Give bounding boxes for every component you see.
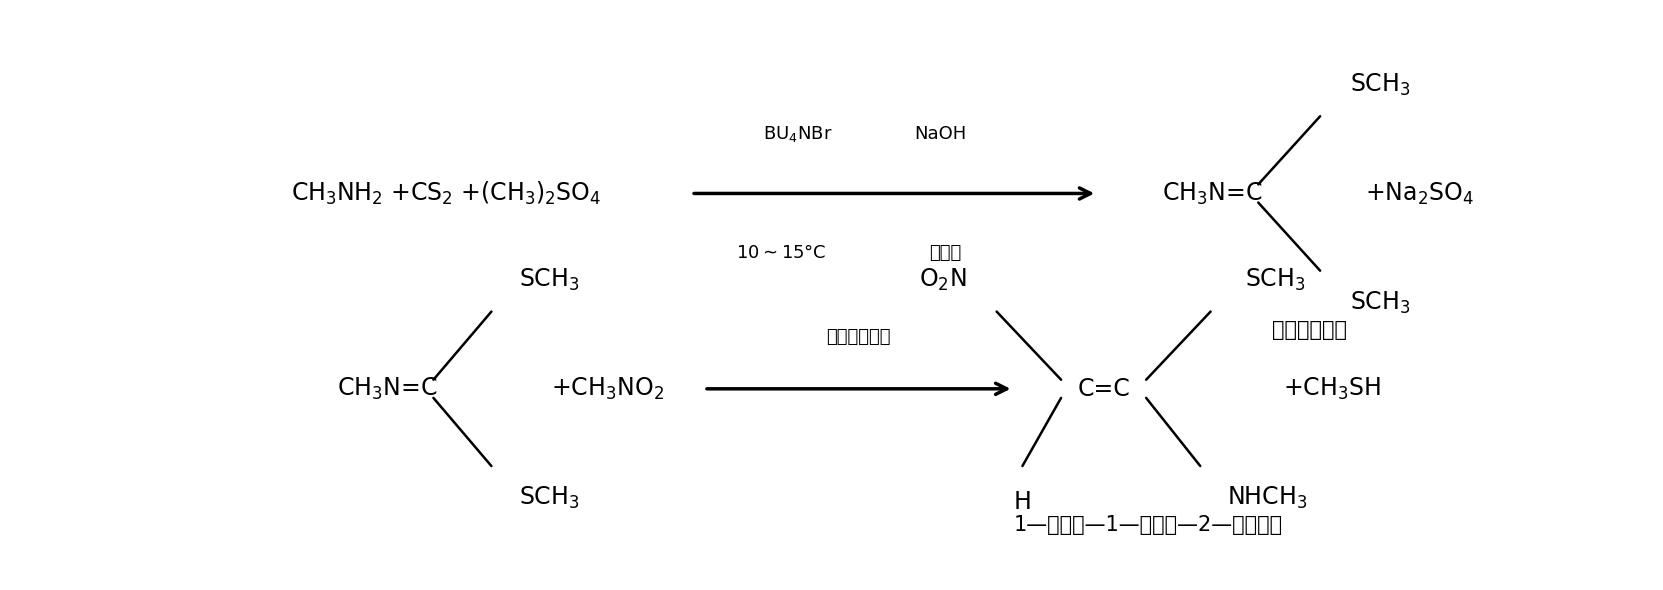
Text: 碳亚胺二硫醚: 碳亚胺二硫醚 [1272,320,1347,340]
Text: +Na$_2$SO$_4$: +Na$_2$SO$_4$ [1365,181,1473,206]
Text: SCH$_3$: SCH$_3$ [1244,267,1305,293]
Text: BU$_4$NBr: BU$_4$NBr [763,124,833,145]
Text: CH$_3$N=C: CH$_3$N=C [338,376,437,402]
Text: O$_2$N: O$_2$N [918,267,966,293]
Text: SCH$_3$: SCH$_3$ [519,485,580,511]
Text: CH$_3$NH$_2$ +CS$_2$ +(CH$_3$)$_2$SO$_4$: CH$_3$NH$_2$ +CS$_2$ +(CH$_3$)$_2$SO$_4$ [291,180,602,207]
Text: SCH$_3$: SCH$_3$ [1350,289,1410,316]
Text: +CH$_3$NO$_2$: +CH$_3$NO$_2$ [550,376,664,402]
Text: 水、苯: 水、苯 [930,244,961,261]
Text: 1—甲胺基—1—甲硫基—2—硝基乙烯: 1—甲胺基—1—甲硫基—2—硝基乙烯 [1014,515,1284,535]
Text: H: H [1013,490,1031,514]
Text: 10$\sim$15$\degree$C: 10$\sim$15$\degree$C [737,244,827,261]
Text: NHCH$_3$: NHCH$_3$ [1227,485,1307,511]
Text: SCH$_3$: SCH$_3$ [519,267,580,293]
Text: 稀土改性沸石: 稀土改性沸石 [827,327,891,346]
Text: NaOH: NaOH [913,126,966,143]
Text: CH$_3$N=C: CH$_3$N=C [1162,181,1262,206]
Text: SCH$_3$: SCH$_3$ [1350,71,1410,97]
Text: +CH$_3$SH: +CH$_3$SH [1282,376,1380,402]
Text: C=C: C=C [1078,377,1129,401]
